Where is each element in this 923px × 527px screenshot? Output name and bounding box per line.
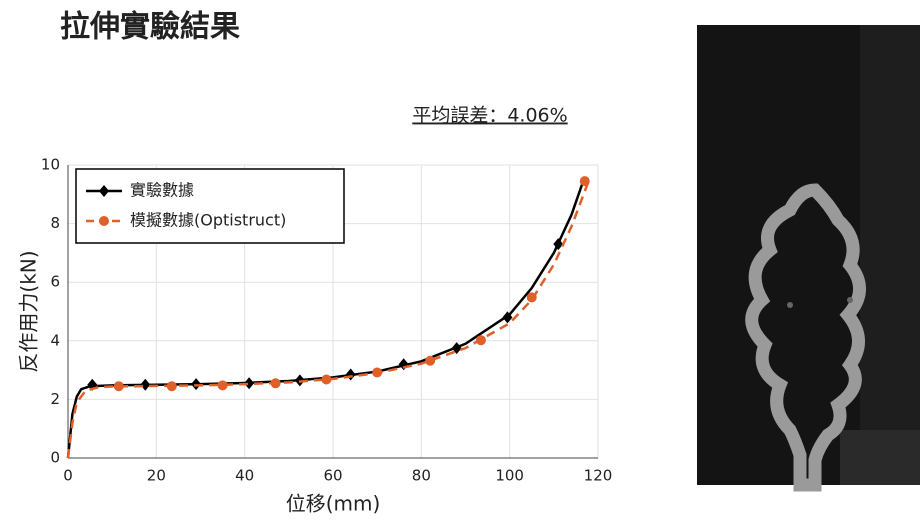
x-tick-label: 40	[235, 467, 254, 485]
marker-circle	[425, 355, 436, 366]
y-tick-label: 4	[50, 331, 60, 349]
y-tick-label: 0	[50, 449, 60, 467]
x-tick-label: 100	[495, 467, 524, 485]
marker-circle	[113, 381, 124, 392]
marker-circle	[99, 216, 109, 226]
photo	[697, 25, 920, 492]
marker-diamond	[345, 368, 356, 381]
marker-diamond	[553, 238, 564, 251]
marker-circle	[270, 378, 281, 389]
x-tick-label: 0	[63, 467, 73, 485]
marker-circle	[475, 335, 486, 346]
y-tick-label: 2	[50, 390, 60, 408]
y-tick-label: 6	[50, 273, 60, 291]
marker-circle	[166, 381, 177, 392]
x-tick-label: 120	[584, 467, 613, 485]
marker-circle	[526, 292, 537, 303]
x-axis-label: 位移(mm)	[286, 492, 381, 516]
annotation-box	[398, 98, 616, 132]
marker-circle	[321, 374, 332, 385]
legend-label: 實驗數據	[130, 181, 194, 200]
slide-title: 拉伸實驗結果	[60, 10, 240, 45]
x-tick-label: 80	[412, 467, 431, 485]
marker-diamond	[99, 185, 109, 197]
series-line	[66, 176, 586, 459]
x-tick-label: 20	[147, 467, 166, 485]
marker-diamond	[244, 377, 255, 390]
x-tick-label: 60	[323, 467, 342, 485]
legend-box	[75, 168, 345, 244]
marker-circle	[579, 176, 590, 187]
marker-diamond	[140, 378, 151, 391]
marker-diamond	[502, 311, 513, 324]
marker-circle	[372, 367, 383, 378]
series-line	[66, 179, 591, 459]
y-tick-label: 10	[41, 156, 60, 174]
legend-label: 模擬數據(Optistruct)	[130, 211, 286, 230]
y-axis-label: 反作用力(kN)	[17, 250, 41, 372]
annotation: 平均誤差：4.06%	[412, 105, 567, 127]
y-tick-label: 8	[50, 214, 60, 232]
marker-circle	[217, 380, 228, 391]
